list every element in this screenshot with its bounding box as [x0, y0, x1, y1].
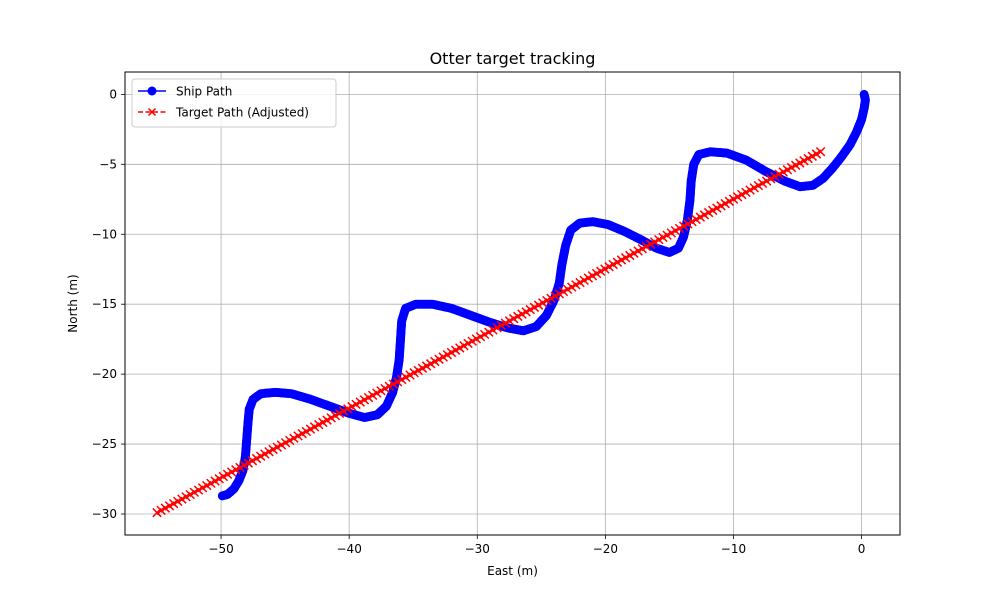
legend-marker-target-path — [147, 107, 157, 117]
legend-box — [131, 78, 337, 128]
y-tick-label: 0 — [109, 87, 117, 101]
plot-frame — [124, 71, 901, 536]
y-tick-label: −25 — [92, 437, 117, 451]
ship-path-markers — [217, 89, 870, 501]
legend: Ship Path Target Path (Adjusted) — [131, 78, 337, 128]
y-tick-label: −5 — [99, 157, 117, 171]
x-tick-label: −40 — [337, 542, 362, 556]
y-tick-label: −20 — [92, 367, 117, 381]
y-axis: 0 −5 −10 −15 −20 −25 −30 — [92, 87, 125, 521]
legend-label-ship-path: Ship Path — [176, 85, 232, 99]
x-tick-label: −50 — [208, 542, 233, 556]
target-path-markers — [152, 147, 826, 518]
grid — [125, 72, 900, 535]
y-axis-label: North (m) — [66, 274, 80, 332]
legend-entry-target-path: Target Path (Adjusted) — [138, 106, 309, 120]
legend-entry-ship-path: Ship Path — [138, 85, 232, 99]
legend-label-target-path: Target Path (Adjusted) — [175, 106, 309, 120]
ship-path-point — [217, 491, 227, 501]
x-tick-label: −20 — [593, 542, 618, 556]
x-axis-label: East (m) — [487, 564, 538, 578]
target-path-point — [815, 147, 826, 157]
y-tick-label: −10 — [92, 227, 117, 241]
y-tick-label: −30 — [92, 507, 117, 521]
x-tick-label: −10 — [721, 542, 746, 556]
y-tick-label: −15 — [92, 297, 117, 311]
chart-title: Otter target tracking — [430, 49, 596, 68]
x-tick-label: 0 — [858, 542, 866, 556]
x-tick-label: −30 — [465, 542, 490, 556]
plot-series — [152, 89, 870, 518]
legend-marker-ship-path — [147, 86, 157, 96]
x-axis: −50 −40 −30 −20 −10 0 — [208, 535, 865, 556]
